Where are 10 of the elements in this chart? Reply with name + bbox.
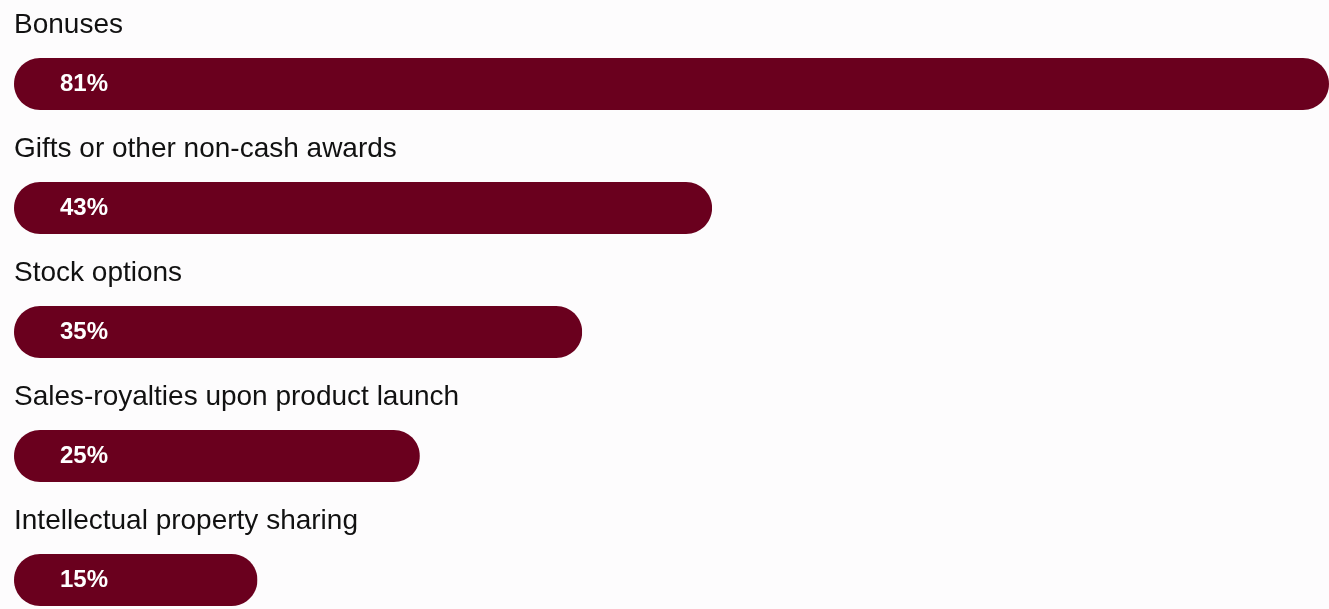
data-label: 35% bbox=[60, 317, 109, 344]
y-tick-label: Bonuses bbox=[14, 8, 123, 39]
y-tick-label: Gifts or other non-cash awards bbox=[14, 132, 397, 163]
data-label: 81% bbox=[60, 69, 109, 96]
y-tick-label: Sales-royalties upon product launch bbox=[14, 380, 460, 411]
data-label: 15% bbox=[60, 565, 109, 592]
data-label: 43% bbox=[60, 193, 109, 220]
y-tick-label: Intellectual property sharing bbox=[14, 504, 358, 535]
data-label: 25% bbox=[60, 441, 109, 468]
y-tick-label: Stock options bbox=[14, 256, 183, 287]
